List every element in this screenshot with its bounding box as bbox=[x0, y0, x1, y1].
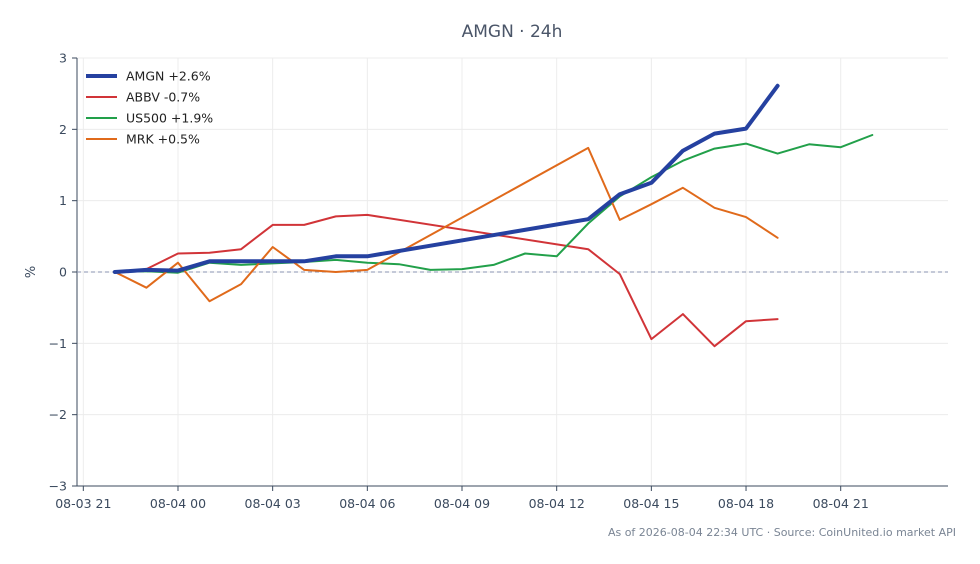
legend-label: US500 +1.9% bbox=[126, 111, 213, 126]
y-tick-label: −1 bbox=[49, 336, 67, 351]
x-tick-label: 08-04 00 bbox=[150, 496, 206, 511]
x-tick-label: 08-04 12 bbox=[529, 496, 585, 511]
legend-label: AMGN +2.6% bbox=[126, 69, 211, 84]
series-line-mrk bbox=[113, 146, 779, 303]
legend-label: ABBV -0.7% bbox=[126, 90, 200, 105]
series-line-us500 bbox=[113, 134, 874, 274]
axes: 08-03 21 08-04 00 08-04 03 08-04 06 08-04 09… bbox=[49, 51, 948, 511]
x-tick-label: 08-04 15 bbox=[623, 496, 679, 511]
x-tick-label: 08-04 03 bbox=[245, 496, 301, 511]
x-tick-label: 08-03 21 bbox=[55, 496, 111, 511]
series-line-abbv bbox=[113, 213, 779, 348]
legend: AMGN +2.6% ABBV -0.7% US500 +1.9% MRK +0.5% bbox=[86, 69, 213, 147]
y-tick-label: 2 bbox=[59, 122, 67, 137]
x-tick-label: 08-04 21 bbox=[813, 496, 869, 511]
y-tick-label: 1 bbox=[59, 193, 67, 208]
x-tick-label: 08-04 09 bbox=[434, 496, 490, 511]
y-tick-label: 3 bbox=[59, 51, 67, 66]
source-footer: As of 2026-08-04 22:34 UTC · Source: Coi… bbox=[607, 526, 956, 539]
chart-title: AMGN · 24h bbox=[462, 22, 563, 42]
series-line-amgn bbox=[112, 83, 780, 274]
x-tick-label: 08-04 18 bbox=[718, 496, 774, 511]
legend-label: MRK +0.5% bbox=[126, 132, 200, 147]
y-tick-label: −3 bbox=[49, 479, 67, 494]
x-tick-label: 08-04 06 bbox=[339, 496, 395, 511]
y-axis-label: % bbox=[24, 266, 39, 278]
y-tick-label: −2 bbox=[49, 407, 67, 422]
series-layer bbox=[112, 83, 874, 348]
y-tick-label: 0 bbox=[59, 265, 67, 280]
